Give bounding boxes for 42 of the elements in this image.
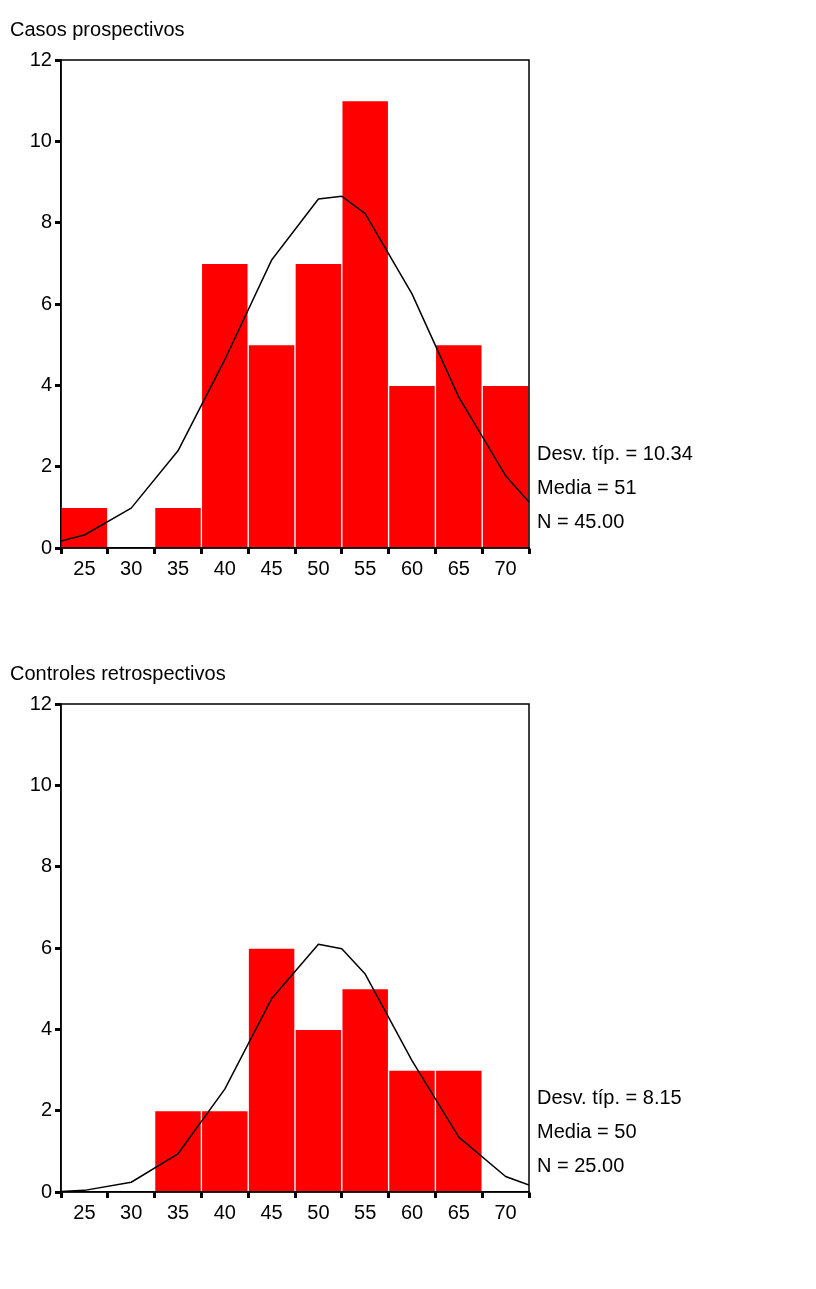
y-tick-label: 10 xyxy=(29,128,52,151)
text: Media = 51 xyxy=(537,475,637,498)
chart-title: Controles retrospectivos xyxy=(10,661,226,684)
x-tick-label: 30 xyxy=(120,556,143,579)
y-tick-label: 0 xyxy=(40,535,52,558)
y-tick-label: 6 xyxy=(40,935,52,958)
x-tick-label: 65 xyxy=(447,556,470,579)
y-tick-label: 0 xyxy=(40,1179,52,1202)
x-tick-label: 35 xyxy=(166,1200,190,1223)
x-tick-label: 60 xyxy=(400,556,424,579)
x-tick-label: 55 xyxy=(354,556,377,579)
y-tick-label: 4 xyxy=(40,372,52,395)
text: Desv. típ. = 10.34 xyxy=(537,441,693,464)
x-tick-label: 40 xyxy=(213,1200,236,1223)
y-tick-label: 4 xyxy=(40,1016,52,1039)
x-tick-label: 60 xyxy=(400,1200,424,1223)
text: Desv. típ. = 8.15 xyxy=(537,1085,682,1108)
x-tick-label: 70 xyxy=(494,556,517,579)
x-tick-label: 50 xyxy=(307,556,330,579)
x-tick-label: 45 xyxy=(260,1200,283,1223)
y-tick-label: 2 xyxy=(40,1098,52,1121)
x-tick-label: 65 xyxy=(447,1200,470,1223)
x-tick-label: 70 xyxy=(494,1200,517,1223)
y-tick-label: 2 xyxy=(40,454,52,477)
x-tick-label: 45 xyxy=(260,556,283,579)
chart-title: Casos prospectivos xyxy=(10,17,185,40)
text: Media = 50 xyxy=(537,1119,637,1142)
x-tick-label: 25 xyxy=(73,556,96,579)
y-tick-label: 12 xyxy=(29,691,52,714)
text: N = 25.00 xyxy=(537,1153,625,1176)
text: N = 45.00 xyxy=(537,509,625,532)
x-tick-label: 50 xyxy=(307,1200,330,1223)
y-tick-label: 8 xyxy=(40,854,52,877)
x-tick-label: 35 xyxy=(166,556,190,579)
y-tick-label: 10 xyxy=(29,772,52,795)
x-tick-label: 40 xyxy=(213,556,236,579)
y-tick-label: 12 xyxy=(29,47,52,70)
y-tick-label: 6 xyxy=(40,291,52,314)
x-tick-label: 30 xyxy=(120,1200,143,1223)
x-tick-label: 25 xyxy=(73,1200,96,1223)
x-tick-label: 55 xyxy=(354,1200,377,1223)
y-tick-label: 8 xyxy=(40,210,52,233)
